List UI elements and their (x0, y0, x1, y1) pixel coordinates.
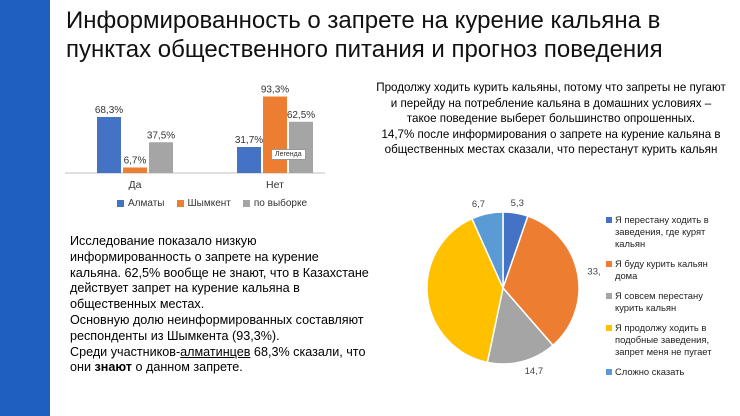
bar-0-2 (149, 142, 173, 173)
left-text-p3-a: Среди участников- (70, 344, 181, 359)
bar-value-label: 37,5% (147, 130, 175, 141)
right-text-p1: Продолжу ходить курить кальяны, потому ч… (376, 81, 726, 126)
bar-legend-swatch (176, 200, 184, 207)
pie-value-label: 6,7 (472, 199, 485, 210)
left-text-p3-c: 68,3% сказали, что они (70, 344, 366, 375)
pie-legend-label: Я совсем перестану курить кальян (615, 290, 703, 313)
bar-category-label: Да (129, 179, 142, 191)
pie-slice-1 (502, 215, 580, 347)
left-text-p3-bold: знают (94, 360, 132, 375)
pie-chart: 5,333,314,740,06,7 (426, 198, 600, 375)
pie-legend-label: Я перестану ходить в заведения, где куря… (615, 214, 709, 249)
bar-1-0 (237, 147, 261, 173)
pie-legend-item: Я совсем перестану курить кальян (606, 290, 731, 314)
bar-legend-item: Шымкент (176, 198, 231, 209)
pie-legend-swatch (606, 369, 612, 375)
pie-chart-legend: Я перестану ходить в заведения, где куря… (606, 214, 731, 378)
bar-0-1 (123, 167, 147, 173)
slide-title: Информированность о запрете на курение к… (66, 7, 663, 63)
bar-legend-item: по выборке (242, 198, 308, 209)
bar-chart-legend: Алматы Шымкент по выборке (117, 198, 307, 209)
pie-legend-swatch (606, 261, 612, 267)
pie-slice-3 (426, 217, 504, 364)
left-text-p1: Исследование показало низкую информирова… (70, 234, 369, 312)
pie-slice-2 (486, 286, 554, 365)
bar-value-label: 68,3% (95, 105, 123, 116)
right-summary-text: Продолжу ходить курить кальяны, потому ч… (376, 80, 726, 158)
bar-category-label: Нет (266, 179, 284, 191)
left-summary-text: Исследование показало низкую информирова… (70, 234, 370, 376)
pie-legend-swatch (606, 325, 612, 331)
pie-value-label: 5,3 (511, 198, 524, 209)
left-text-p3-e: о данном запрете. (131, 360, 243, 375)
bar-chart: 68,3% 6,7% 37,5% Да 31,7% 93,3% 62,5% Нет (65, 84, 325, 191)
pie-legend-item: Я продолжу ходить в подобные заведения, … (606, 322, 731, 358)
left-text-p2: Основную долю неинформированных составля… (70, 312, 364, 343)
bar-1-1 (263, 96, 287, 173)
bar-legend-item: Алматы (117, 198, 165, 209)
pie-legend-item: Я перестану ходить в заведения, где куря… (606, 214, 731, 250)
bar-1-2 (289, 121, 313, 173)
bar-legend-label: Алматы (128, 198, 165, 209)
bar-legend-label: Шымкент (187, 198, 231, 209)
pie-legend-item: Сложно сказать (606, 366, 731, 378)
bar-value-label: 93,3% (261, 84, 289, 95)
left-accent-band (0, 0, 50, 416)
legend-tooltip: Легенда (271, 149, 306, 160)
bar-legend-label: по выборке (253, 198, 308, 209)
pie-legend-label: Я продолжу ходить в подобные заведения, … (615, 322, 712, 357)
pie-slice-4 (470, 211, 504, 289)
left-text-p3-underlined: алматинцев (180, 344, 251, 359)
pie-value-label: 14,7 (525, 366, 544, 375)
pie-value-label: 33,3 (587, 267, 600, 278)
pie-legend-label: Сложно сказать (615, 366, 685, 377)
bar-0-0 (97, 116, 121, 173)
pie-legend-swatch (606, 293, 612, 299)
pie-legend-item: Я буду курить кальян дома (606, 258, 731, 282)
pie-legend-swatch (606, 217, 612, 223)
bar-value-label: 6,7% (124, 156, 147, 167)
right-text-p2: 14,7% после информирования о запрете на … (381, 127, 721, 157)
left-text-p3: Среди участников-алматинцев 68,3% сказал… (70, 345, 370, 377)
bar-legend-swatch (117, 200, 124, 207)
bar-value-label: 62,5% (287, 110, 315, 121)
bar-legend-swatch (242, 200, 250, 207)
bar-value-label: 31,7% (235, 135, 263, 146)
pie-legend-label: Я буду курить кальян дома (615, 258, 708, 281)
